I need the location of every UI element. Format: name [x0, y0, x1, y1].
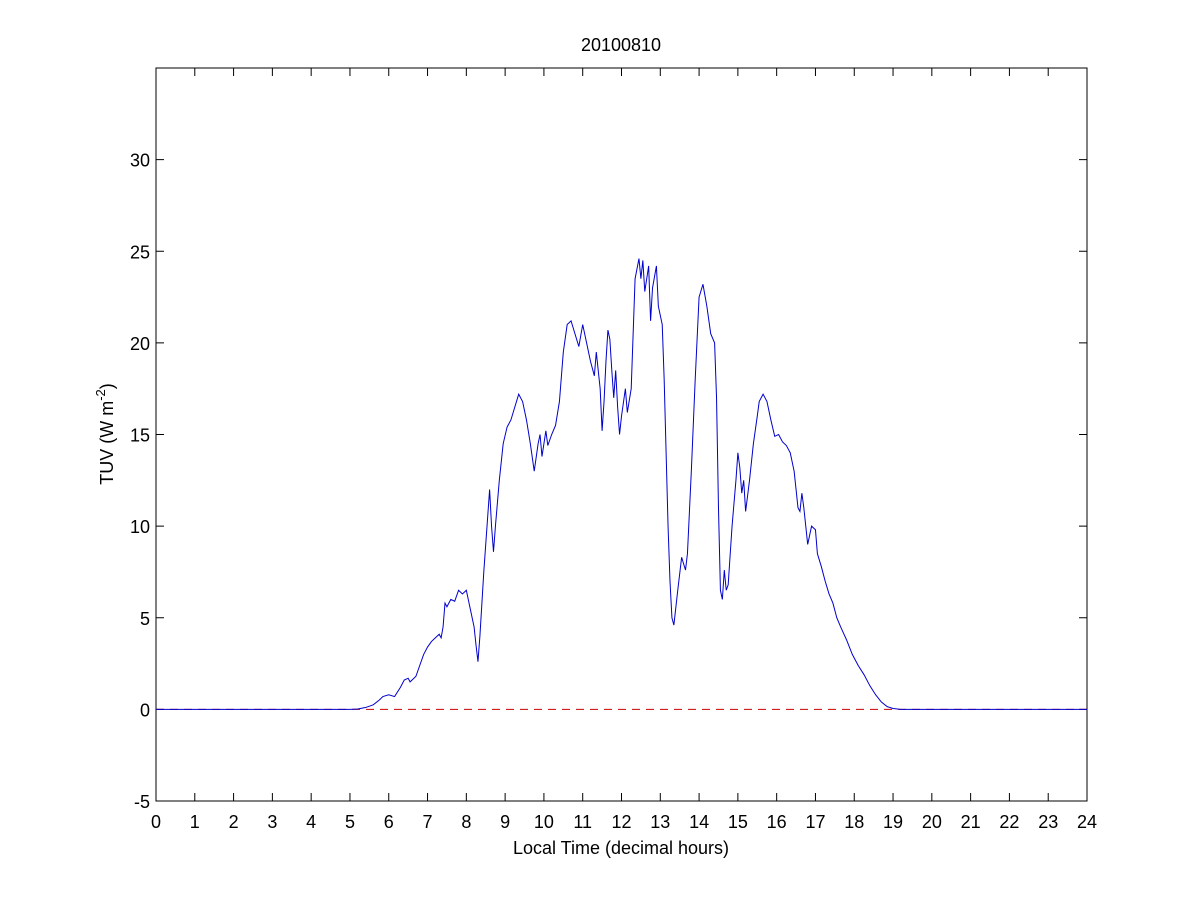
x-tick-label: 4 [306, 812, 316, 832]
x-tick-labels: 0 1 2 3 4 5 6 7 8 9 10 11 12 13 14 15 16 17 18 19 20 21 22 23 24 [151, 812, 1097, 832]
x-tick-label: 19 [883, 812, 903, 832]
x-tick-label: 24 [1077, 812, 1097, 832]
x-tick-label: 20 [922, 812, 942, 832]
y-axis-label-close: ) [97, 383, 117, 389]
x-tick-label: 23 [1038, 812, 1058, 832]
x-tick-label: 18 [844, 812, 864, 832]
x-tick-label: 10 [534, 812, 554, 832]
y-tick-label: 30 [130, 151, 150, 171]
y-tick-label: 0 [140, 700, 150, 720]
x-tick-label: 22 [999, 812, 1019, 832]
x-tick-label: 5 [345, 812, 355, 832]
y-tick-labels: -5 0 5 10 15 20 25 30 [130, 151, 150, 812]
x-tick-label: 13 [650, 812, 670, 832]
y-tick-label: 10 [130, 517, 150, 537]
y-axis-label-main: TUV (W m [97, 401, 117, 485]
x-tick-label: 11 [573, 812, 592, 832]
axis-ticks [155, 68, 1088, 802]
x-tick-label: 12 [611, 812, 631, 832]
x-tick-label: 7 [423, 812, 433, 832]
y-tick-label: 5 [140, 609, 150, 629]
chart-title: 20100810 [581, 35, 661, 55]
x-tick-label: 1 [190, 812, 200, 832]
y-axis-label-superscript: -2 [93, 389, 108, 401]
y-tick-label: -5 [134, 792, 150, 812]
x-tick-label: 3 [267, 812, 277, 832]
x-tick-label: 9 [500, 812, 510, 832]
x-tick-label: 14 [689, 812, 709, 832]
x-tick-label: 16 [767, 812, 787, 832]
x-tick-label: 0 [151, 812, 161, 832]
x-tick-label: 15 [728, 812, 748, 832]
x-tick-label: 6 [384, 812, 394, 832]
y-tick-label: 15 [130, 426, 150, 446]
x-tick-label: 2 [229, 812, 239, 832]
plot-area [155, 67, 1088, 802]
y-tick-label: 20 [130, 334, 150, 354]
x-tick-label: 8 [461, 812, 471, 832]
tuv-series-line [156, 258, 1087, 710]
x-tick-label: 21 [961, 812, 981, 832]
y-tick-label: 25 [130, 242, 150, 262]
x-tick-label: 17 [805, 812, 825, 832]
x-axis-label: Local Time (decimal hours) [513, 838, 729, 858]
y-axis-label: TUV (W m-2) [93, 383, 117, 485]
